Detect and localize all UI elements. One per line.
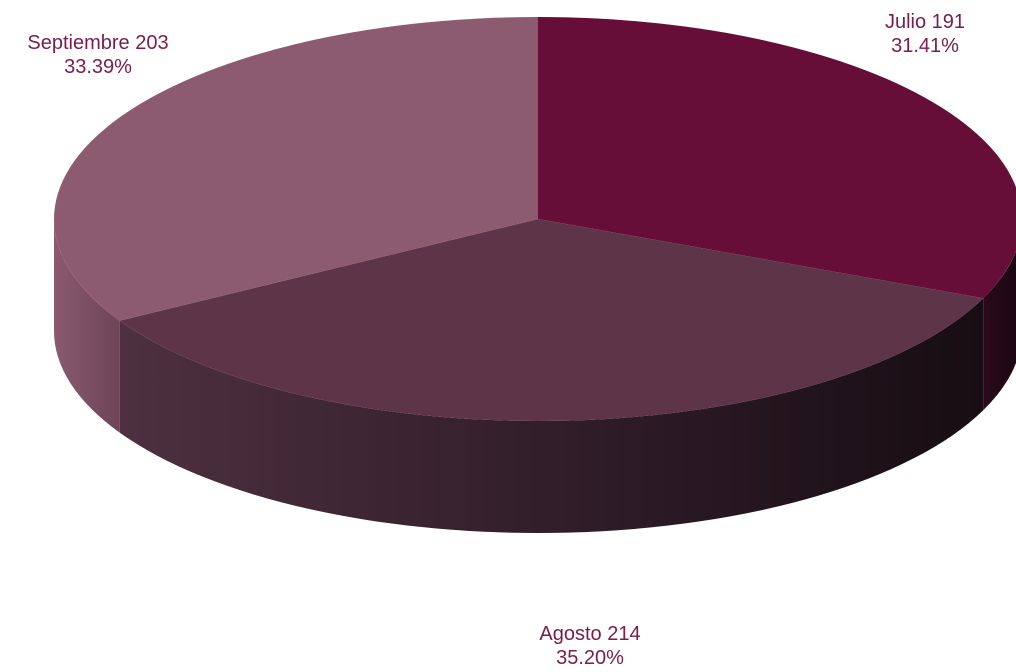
pie-sides	[54, 219, 1016, 533]
data-label-julio-value: Julio 191	[884, 11, 966, 33]
pie-slice-julio	[538, 17, 1016, 299]
data-label-agosto: Agosto 214 35.20%	[510, 622, 670, 670]
data-label-septiembre: Septiembre 203 33.39%	[0, 31, 196, 79]
pie-side-julio	[983, 250, 1016, 411]
data-label-julio: Julio 191 31.41%	[855, 10, 995, 58]
pie-tops	[54, 17, 1016, 421]
data-label-septiembre-percent: 33.39%	[64, 56, 132, 78]
pie-slice-agosto	[119, 219, 984, 421]
data-label-agosto-percent: 35.20%	[556, 647, 624, 669]
pie-side-septiembre	[54, 219, 120, 433]
data-label-agosto-value: Agosto 214	[539, 623, 641, 645]
pie-side-agosto	[119, 298, 984, 533]
pie-slice-septiembre	[54, 17, 539, 321]
data-label-septiembre-value: Septiembre 203	[27, 32, 169, 54]
data-label-julio-percent: 31.41%	[891, 35, 959, 57]
